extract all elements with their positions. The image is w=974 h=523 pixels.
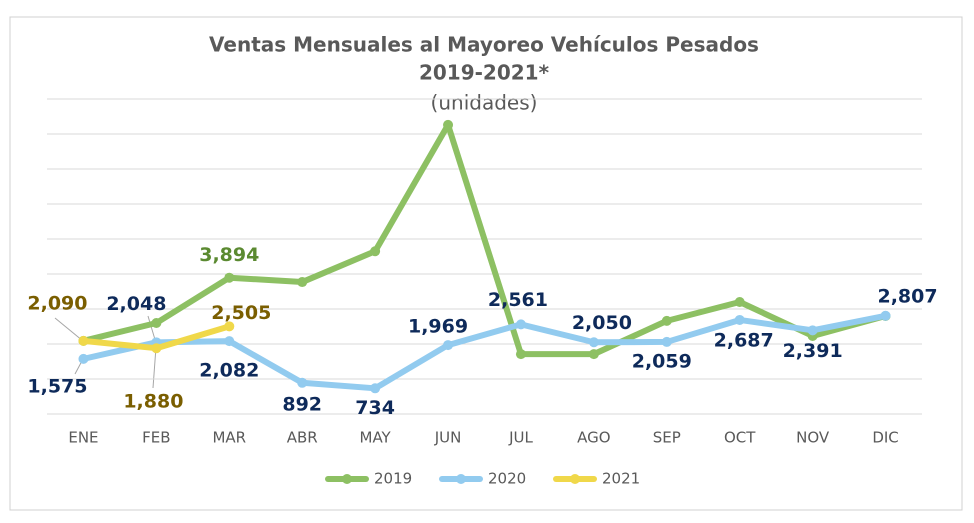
data-label: 3,894 bbox=[199, 244, 259, 266]
leader-line bbox=[54, 317, 84, 342]
legend-label: 2020 bbox=[488, 470, 526, 488]
data-point bbox=[78, 335, 89, 346]
x-tick-label: FEB bbox=[142, 429, 170, 447]
data-label: 2,391 bbox=[783, 340, 843, 362]
data-point bbox=[734, 297, 745, 307]
legend-label: 2021 bbox=[602, 470, 640, 488]
x-tick-label: JUL bbox=[508, 429, 533, 447]
x-tick-label: NOV bbox=[796, 429, 830, 447]
x-tick-label: JUN bbox=[434, 429, 462, 447]
x-tick-label: SEP bbox=[653, 429, 681, 447]
series-line bbox=[80, 121, 889, 358]
legend-marker bbox=[456, 474, 466, 484]
data-label: 892 bbox=[282, 393, 322, 415]
data-point bbox=[224, 336, 235, 347]
data-point bbox=[661, 336, 672, 347]
data-point bbox=[224, 321, 235, 332]
data-label: 2,059 bbox=[632, 350, 692, 372]
data-label: 2,505 bbox=[211, 302, 271, 324]
data-label: 2,687 bbox=[714, 329, 774, 351]
data-label: 1,969 bbox=[408, 316, 468, 338]
series-line bbox=[80, 312, 889, 392]
x-tick-label: AGO bbox=[577, 429, 610, 447]
x-tick-label: MAY bbox=[360, 429, 392, 447]
data-label: 2,090 bbox=[27, 292, 87, 314]
legend-label: 2019 bbox=[374, 470, 412, 488]
data-point bbox=[370, 383, 381, 394]
data-label: 2,050 bbox=[572, 312, 632, 334]
data-label: 2,082 bbox=[199, 360, 259, 382]
data-point bbox=[78, 353, 89, 364]
data-point bbox=[880, 310, 891, 321]
legend-marker bbox=[570, 474, 580, 484]
data-point bbox=[224, 272, 235, 283]
data-label: 1,575 bbox=[27, 375, 87, 397]
x-tick-label: MAR bbox=[212, 429, 246, 447]
data-point bbox=[588, 337, 599, 348]
data-point bbox=[588, 349, 599, 360]
data-point bbox=[807, 325, 818, 336]
data-point bbox=[515, 349, 526, 360]
leader-line bbox=[152, 346, 157, 389]
data-point bbox=[734, 314, 745, 325]
data-label: 2,807 bbox=[877, 285, 937, 307]
data-point bbox=[443, 340, 454, 351]
data-point bbox=[661, 315, 672, 326]
data-point bbox=[297, 377, 308, 388]
legend-marker bbox=[342, 474, 352, 484]
x-tick-label: ABR bbox=[287, 429, 318, 447]
data-point bbox=[515, 319, 526, 330]
data-label: 2,048 bbox=[106, 293, 166, 315]
data-point bbox=[370, 246, 381, 257]
x-tick-label: DIC bbox=[872, 429, 898, 447]
data-label: 1,880 bbox=[123, 391, 183, 413]
data-point bbox=[297, 277, 308, 288]
chart-subtitle: (unidades) bbox=[431, 91, 538, 115]
data-point bbox=[151, 318, 162, 328]
chart-title: 2019-2021* bbox=[419, 61, 550, 85]
data-label: 734 bbox=[355, 397, 395, 419]
x-tick-label: ENE bbox=[68, 429, 98, 447]
data-point bbox=[443, 119, 454, 130]
data-point bbox=[151, 343, 162, 354]
x-tick-label: OCT bbox=[724, 429, 756, 447]
chart-title: Ventas Mensuales al Mayoreo Vehículos Pe… bbox=[209, 33, 759, 57]
data-label: 2,561 bbox=[488, 289, 548, 311]
